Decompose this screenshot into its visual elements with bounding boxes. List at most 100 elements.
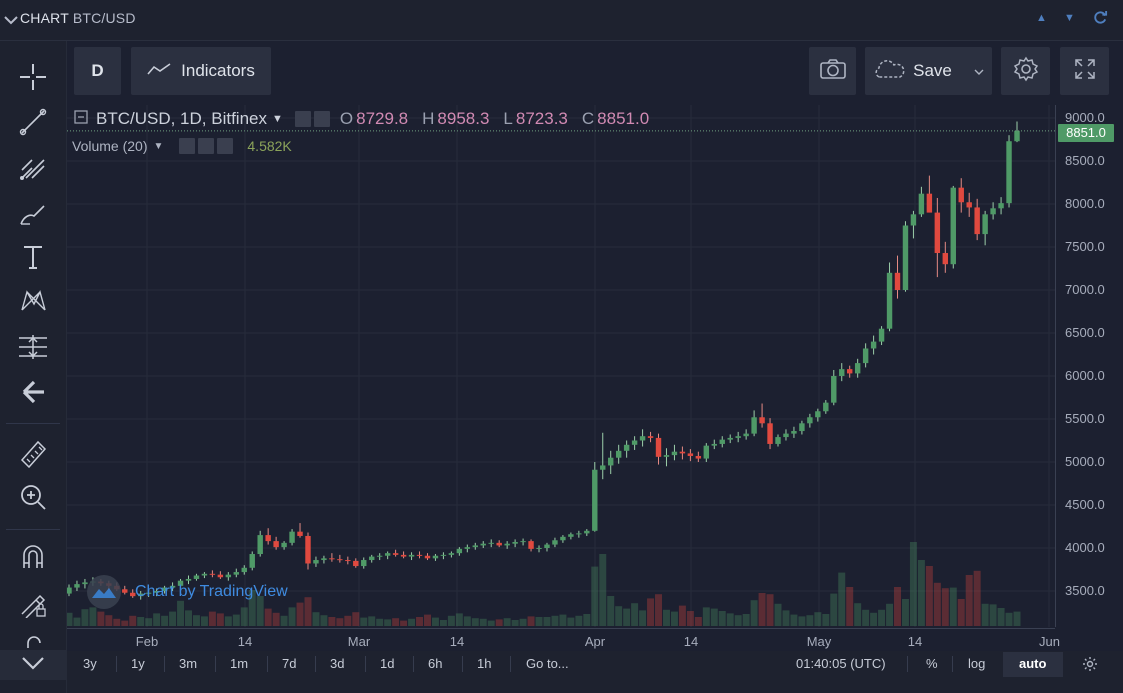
volume-bar [941, 588, 949, 626]
snapshot-button[interactable] [809, 47, 856, 95]
trend-line-icon[interactable] [14, 105, 52, 139]
candle-body [608, 457, 614, 466]
gear-icon[interactable] [313, 111, 330, 127]
arrow-left-icon[interactable] [14, 375, 52, 409]
brush-icon[interactable] [14, 196, 52, 230]
volume-bar [933, 582, 941, 626]
lock-icon[interactable] [24, 636, 44, 655]
symbol-legend: BTC/USD, 1D, Bitfinex ▼ O 8729.8 H 8958.… [74, 109, 649, 129]
range-button-1h[interactable]: 1h [477, 656, 492, 671]
close-icon[interactable] [217, 138, 234, 154]
caret-down-icon[interactable]: ▼ [153, 140, 164, 152]
chart-area[interactable] [65, 105, 1055, 627]
volume-bar [424, 614, 431, 626]
volume-bar [981, 603, 989, 626]
range-button-3y[interactable]: 3y [83, 656, 97, 671]
candle-body [663, 455, 670, 457]
range-button-3d[interactable]: 3d [330, 656, 345, 671]
symbol-name[interactable]: BTC/USD, 1D, Bitfinex [96, 109, 267, 128]
price-tick-label: 4000.0 [1065, 540, 1105, 555]
candle-body [631, 440, 638, 445]
candle-body [592, 469, 598, 531]
lock-drawing-icon[interactable] [14, 586, 52, 620]
volume-bar [750, 600, 758, 626]
clock-readout[interactable]: 01:40:05 (UTC) [796, 656, 886, 671]
eye-icon[interactable] [179, 138, 196, 154]
candle-body [791, 431, 797, 434]
time-axis[interactable]: Feb 14 Mar 14 Apr 14 May 14 Jun [67, 628, 1060, 651]
triangle-down-icon[interactable]: ▼ [1064, 12, 1075, 24]
range-button-7d[interactable]: 7d [282, 656, 297, 671]
volume-bar [655, 594, 662, 626]
volume-bar [344, 615, 352, 626]
volume-bar [782, 610, 790, 626]
volume-bar [631, 603, 639, 626]
bottom-separator [510, 656, 511, 672]
tradingview-watermark[interactable]: Chart by TradingView [87, 575, 288, 609]
candle-body [217, 574, 224, 578]
fib-retracement-icon[interactable] [14, 330, 52, 364]
volume-bar [917, 560, 925, 626]
range-button-1y[interactable]: 1y [131, 656, 145, 671]
volume-bar [185, 610, 192, 626]
volume-bar [894, 587, 901, 626]
candle-body [193, 575, 200, 579]
zoom-in-icon[interactable] [14, 480, 52, 514]
volume-bar [376, 618, 384, 626]
volume-bar [702, 607, 710, 626]
refresh-icon[interactable] [1093, 10, 1108, 30]
pitchfork-icon[interactable] [14, 150, 52, 184]
text-icon[interactable] [14, 240, 52, 274]
candle-body [233, 572, 240, 575]
range-button-1m[interactable]: 1m [230, 656, 249, 671]
collapse-icon[interactable] [74, 109, 96, 129]
volume-bar [925, 566, 933, 626]
chevron-down-icon[interactable] [4, 12, 18, 30]
chevron-down-icon[interactable] [21, 656, 45, 675]
candle-body [751, 417, 757, 434]
volume-bar [583, 614, 591, 626]
volume-bar [662, 609, 670, 626]
range-button-3m[interactable]: 3m [179, 656, 198, 671]
interval-button[interactable]: D [74, 47, 121, 95]
gear-icon[interactable] [1082, 656, 1098, 677]
price-chart[interactable] [65, 105, 1055, 627]
settings-button[interactable] [1001, 47, 1050, 95]
time-tick-label: 14 [907, 634, 923, 649]
volume-bar [192, 615, 200, 626]
triangle-up-icon[interactable]: ▲ [1036, 12, 1047, 24]
pattern-icon[interactable] [14, 284, 52, 318]
volume-bar [822, 614, 830, 626]
volume-bar [957, 599, 965, 626]
crosshair-icon[interactable] [14, 60, 52, 94]
caret-down-icon[interactable]: ▼ [272, 113, 283, 125]
bottom-separator [413, 656, 414, 672]
save-button[interactable]: Save [865, 47, 992, 95]
volume-bar [615, 606, 623, 626]
volume-bar [949, 587, 957, 626]
eye-icon[interactable] [294, 111, 311, 127]
fullscreen-button[interactable] [1060, 47, 1109, 95]
indicators-button[interactable]: Indicators [131, 47, 271, 95]
range-button-1d[interactable]: 1d [380, 656, 395, 671]
candle-body [711, 443, 717, 446]
volume-bar [846, 587, 854, 626]
candle-body [536, 548, 542, 549]
candle-body [894, 272, 901, 290]
gear-icon[interactable] [198, 138, 215, 154]
candle-body [528, 541, 534, 549]
percent-toggle[interactable]: % [926, 656, 938, 671]
price-scale[interactable]: 3500.0 4000.0 4500.0 5000.0 5500.0 6000.0 6500… [1055, 105, 1123, 627]
volume-bar [790, 614, 798, 626]
toolbar-scroll-down[interactable] [0, 650, 66, 680]
volume-label[interactable]: Volume (20) [72, 138, 148, 154]
ruler-icon[interactable] [14, 436, 52, 470]
magnet-icon[interactable] [14, 540, 52, 574]
log-toggle[interactable]: log [968, 656, 986, 671]
range-button-6h[interactable]: 6h [428, 656, 443, 671]
chevron-down-icon[interactable] [974, 61, 984, 81]
volume-bar [599, 554, 607, 626]
auto-toggle[interactable]: auto [1019, 656, 1047, 671]
goto-button[interactable]: Go to... [526, 656, 569, 671]
candle-body [623, 444, 630, 451]
